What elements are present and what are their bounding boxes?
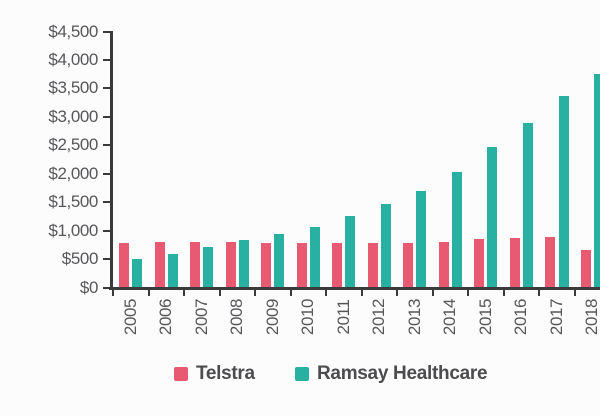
- x-axis-label-2010: 2010: [298, 298, 318, 336]
- y-axis-tick: [103, 172, 111, 175]
- bar-ramsay-2016: [523, 122, 533, 287]
- x-axis-tick: [467, 290, 469, 296]
- bar-telstra-2008: [225, 242, 236, 287]
- y-axis-label: $500: [61, 249, 99, 269]
- y-axis-label: $2,000: [48, 163, 98, 183]
- bar-telstra-2009: [261, 242, 272, 287]
- x-axis-label-2016: 2016: [511, 298, 531, 336]
- bar-ramsay-2007: [203, 246, 214, 287]
- bar-ramsay-2011: [345, 215, 356, 287]
- bar-telstra-2018: [580, 249, 591, 287]
- x-axis-tick: [112, 290, 114, 296]
- bar-telstra-2007: [190, 241, 201, 287]
- y-axis-tick: [103, 115, 111, 118]
- x-axis-tick: [573, 290, 576, 296]
- x-axis-label-2011: 2011: [333, 299, 353, 335]
- ramsay-swatch-icon: [295, 367, 309, 381]
- bar-telstra-2016: [509, 237, 520, 287]
- x-axis-tick: [360, 290, 363, 296]
- x-axis-label-2018: 2018: [582, 298, 600, 336]
- bar-ramsay-2010: [309, 226, 320, 287]
- legend-label-ramsay: Ramsay Healthcare: [317, 363, 488, 384]
- y-axis-line: [110, 31, 113, 289]
- y-axis-tick: [103, 87, 111, 90]
- y-axis-label: $1,500: [48, 192, 98, 212]
- bar-ramsay-2008: [238, 239, 249, 287]
- y-axis-tick: [103, 30, 111, 33]
- y-axis-tick: [103, 58, 111, 61]
- x-axis-label-2009: 2009: [262, 298, 282, 336]
- x-axis-tick: [183, 290, 185, 296]
- bar-telstra-2005: [119, 243, 130, 287]
- x-axis-label-2013: 2013: [404, 298, 424, 336]
- y-axis-label: $0: [79, 277, 99, 297]
- bar-telstra-2012: [367, 242, 378, 287]
- x-axis-tick: [147, 290, 150, 296]
- x-axis-label-2008: 2008: [227, 298, 247, 336]
- x-axis-line: [109, 287, 600, 290]
- bar-telstra-2015: [474, 238, 485, 287]
- y-axis-label: $2,500: [48, 135, 98, 155]
- x-axis-tick: [538, 290, 540, 296]
- x-axis-tick: [502, 290, 505, 296]
- x-axis-tick: [396, 290, 398, 296]
- bar-ramsay-2006: [167, 254, 178, 287]
- y-axis-tick: [103, 229, 111, 232]
- bar-ramsay-2017: [558, 95, 569, 287]
- x-axis-label-2015: 2015: [475, 298, 495, 336]
- x-axis-label-2012: 2012: [369, 298, 389, 336]
- bar-ramsay-2014: [451, 171, 462, 287]
- x-axis-label-2014: 2014: [440, 298, 460, 336]
- y-axis-tick: [103, 286, 111, 289]
- legend-label-telstra: Telstra: [196, 363, 255, 384]
- bar-telstra-2011: [332, 243, 343, 287]
- bar-ramsay-2015: [487, 147, 498, 287]
- y-axis-label: $3,500: [48, 78, 98, 98]
- bar-telstra-2017: [545, 236, 555, 287]
- y-axis-label: $4,500: [48, 21, 98, 41]
- y-axis-tick: [103, 144, 111, 147]
- bar-telstra-2013: [403, 242, 414, 287]
- bar-telstra-2006: [154, 242, 165, 287]
- bar-telstra-2014: [438, 241, 449, 287]
- x-axis-label-2017: 2017: [546, 298, 566, 336]
- bar-ramsay-2009: [274, 234, 285, 287]
- y-axis-label: $4,000: [48, 49, 98, 69]
- y-axis-tick: [103, 258, 111, 261]
- y-axis-label: $1,000: [48, 220, 98, 240]
- legend: Telstra Ramsay Healthcare: [0, 363, 600, 385]
- legend-item-ramsay: Ramsay Healthcare: [295, 363, 488, 385]
- telstra-swatch-icon: [174, 367, 188, 381]
- x-axis-tick: [325, 290, 327, 296]
- x-axis-tick: [218, 290, 221, 296]
- x-axis-tick: [254, 290, 256, 296]
- x-axis-label-2005: 2005: [120, 298, 140, 336]
- x-axis-label-2006: 2006: [156, 298, 176, 336]
- legend-item-telstra: Telstra: [174, 363, 255, 385]
- bar-ramsay-2012: [380, 203, 391, 287]
- y-axis-tick: [103, 201, 111, 204]
- x-axis-tick: [289, 290, 292, 296]
- bar-telstra-2010: [296, 242, 307, 287]
- x-axis-label-2007: 2007: [191, 298, 211, 336]
- x-axis-tick: [431, 290, 434, 296]
- bar-ramsay-2018: [594, 74, 600, 287]
- bar-ramsay-2005: [132, 259, 143, 287]
- bar-ramsay-2013: [416, 190, 427, 287]
- y-axis-label: $3,000: [48, 106, 98, 126]
